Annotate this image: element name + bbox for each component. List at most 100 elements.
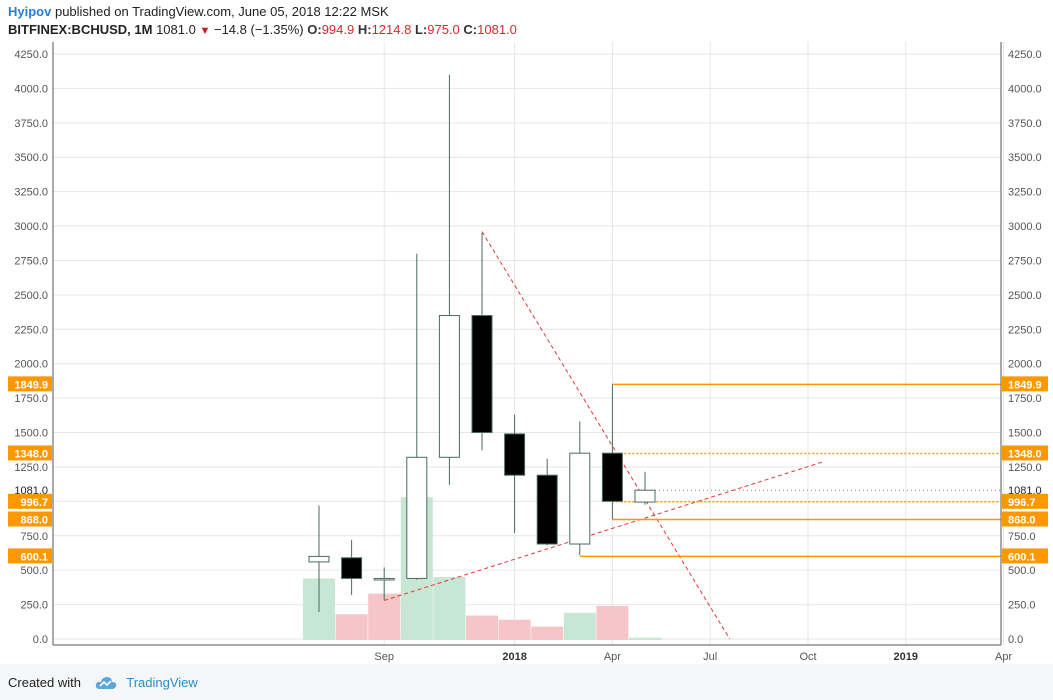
level-tag-label-left: 868.0 (20, 515, 48, 527)
candle-up (634, 489, 656, 503)
publish-line: Hyipov published on TradingView.com, Jun… (8, 4, 389, 19)
y-tick-label-right: 2250.0 (1008, 324, 1042, 336)
candle-down (504, 433, 526, 476)
tradingview-cloud-icon (95, 677, 116, 689)
footer: Created with TradingView (0, 664, 1053, 700)
volume-bar (433, 577, 466, 640)
close-value: 1081.0 (477, 22, 517, 37)
x-tick-label: Apr (604, 651, 621, 663)
level-tag-right (1002, 493, 1048, 509)
candle-up (373, 577, 395, 581)
y-tick-label-left: 2000.0 (14, 359, 48, 371)
candle-up (308, 555, 330, 563)
level-tag-right (1002, 445, 1048, 461)
y-tick-label-right: 750.0 (1008, 531, 1036, 543)
price-change: −14.8 (−1.35%) (213, 22, 304, 37)
last-price: 1081.0 (156, 22, 196, 37)
volume-bar (498, 619, 531, 640)
published-text: published on TradingView.com, June 05, 2… (54, 4, 389, 19)
level-tag-label-left: 600.1 (20, 551, 48, 563)
candle-up (569, 452, 591, 545)
y-tick-label-right: 2750.0 (1008, 255, 1042, 267)
x-tick-label: 2018 (502, 651, 526, 663)
y-tick-label-left: 1250.0 (14, 462, 48, 474)
level-tag-right (1002, 376, 1048, 392)
volume-bar (531, 626, 564, 640)
y-tick-label-left: 4000.0 (14, 83, 48, 95)
level-tag-label-left: 996.7 (20, 497, 48, 509)
y-tick-label-left: 500.0 (20, 565, 48, 577)
level-tag-label-right: 1348.0 (1008, 448, 1042, 460)
y-tick-label-right: 4250.0 (1008, 49, 1042, 61)
y-tick-label-right: 1750.0 (1008, 393, 1042, 405)
open-value: 994.9 (321, 22, 355, 37)
y-tick-label-right: 4000.0 (1008, 83, 1042, 95)
y-tick-label-left: 2500.0 (14, 290, 48, 302)
y-tick-label-right: 1250.0 (1008, 462, 1042, 474)
y-tick-label-left: 3250.0 (14, 187, 48, 199)
y-tick-label-right: 3750.0 (1008, 118, 1042, 130)
level-tag-right (1002, 511, 1048, 527)
y-tick-label-right: 500.0 (1008, 565, 1036, 577)
y-tick-label-left: 2750.0 (14, 255, 48, 267)
y-tick-label-right: 3000.0 (1008, 221, 1042, 233)
volume-bar (368, 593, 401, 640)
y-tick-label-left: 3750.0 (14, 118, 48, 130)
symbol-label: BITFINEX:BCHUSD, 1M (8, 22, 153, 37)
level-tag-left (8, 376, 52, 392)
candle-down (536, 474, 558, 545)
volume-bar (629, 637, 661, 640)
volume-bar (335, 614, 368, 640)
low-label: L: (414, 22, 428, 37)
low-value: 975.0 (427, 22, 460, 37)
level-tag-label-left: 1348.0 (14, 448, 48, 460)
y-tick-label-left: 0.0 (33, 634, 48, 646)
y-tick-label-left: 250.0 (20, 600, 48, 612)
y-tick-label-left: 1750.0 (14, 393, 48, 405)
plot-area (53, 42, 1001, 645)
candle-down (341, 557, 363, 579)
price-chart[interactable]: 4250.0 4250.0 4000.0 4000.0 3750.0 3750.0 3500… (0, 0, 1053, 664)
y-tick-label-right: 2500.0 (1008, 290, 1042, 302)
ohlc-line: BITFINEX:BCHUSD, 1M 1081.0 ▼ −14.8 (−1.3… (8, 22, 517, 37)
level-tag-left (8, 548, 52, 564)
level-tag-left (8, 445, 52, 461)
tradingview-link[interactable]: TradingView (126, 675, 198, 690)
level-tag-label-right: 996.7 (1008, 497, 1036, 509)
y-tick-label-left: 3500.0 (14, 152, 48, 164)
level-tag-right (1002, 548, 1048, 564)
author-name[interactable]: Hyipov (8, 4, 52, 19)
trendline (481, 231, 731, 640)
y-tick-label-right: 0.0 (1008, 634, 1023, 646)
level-tag-label-right: 600.1 (1008, 551, 1036, 563)
volume-bar (466, 615, 498, 640)
y-tick-label-left: 750.0 (20, 531, 48, 543)
x-tick-label: Oct (799, 651, 816, 663)
open-label: O: (307, 22, 322, 37)
down-arrow-icon: ▼ (199, 25, 211, 37)
x-tick-label: Sep (374, 651, 394, 663)
y-tick-label-left: 4250.0 (14, 49, 48, 61)
candle-up (438, 315, 460, 458)
level-tag-left (8, 493, 52, 509)
x-tick-label: 2019 (894, 651, 918, 663)
high-label: H: (357, 22, 372, 37)
candle-down (601, 452, 623, 502)
y-tick-label-right: 2000.0 (1008, 359, 1042, 371)
candle-down (471, 315, 493, 434)
y-tick-label-right: 1500.0 (1008, 428, 1042, 440)
volume-bar (596, 605, 629, 640)
level-tag-label-right: 1849.9 (1008, 379, 1042, 391)
close-label: C: (463, 22, 478, 37)
candle-up (406, 456, 428, 579)
y-tick-label-left: 2250.0 (14, 324, 48, 336)
x-tick-label: Apr (995, 651, 1012, 663)
volume-bar (563, 612, 596, 640)
y-tick-label-right: 250.0 (1008, 600, 1036, 612)
x-tick-label: Jul (703, 651, 717, 663)
created-with-text: Created with (8, 675, 81, 690)
y-tick-label-left: 3000.0 (14, 221, 48, 233)
level-tag-label-right: 868.0 (1008, 515, 1036, 527)
level-tag-left (8, 511, 52, 527)
y-tick-label-right: 3250.0 (1008, 187, 1042, 199)
